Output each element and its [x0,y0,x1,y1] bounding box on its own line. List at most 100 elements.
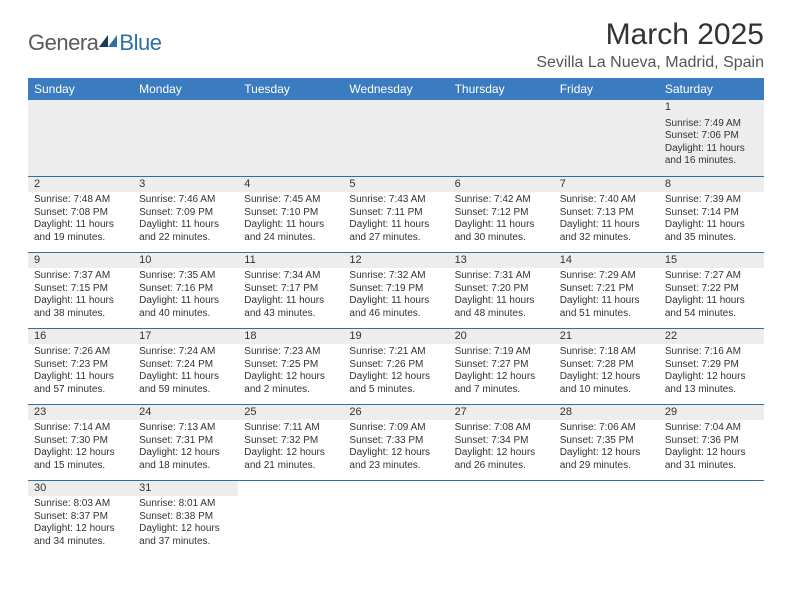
sunset-text: Sunset: 7:10 PM [244,207,337,220]
sunrise-text: Sunrise: 7:04 AM [665,422,758,435]
header: Genera Blue March 2025 Sevilla La Nueva,… [28,18,764,72]
day-number: 15 [659,253,764,269]
sunrise-text: Sunrise: 7:35 AM [139,270,232,283]
sunset-text: Sunset: 7:28 PM [560,359,653,372]
calendar-cell: 5Sunrise: 7:43 AMSunset: 7:11 PMDaylight… [343,176,448,252]
sunset-text: Sunset: 7:19 PM [349,283,442,296]
calendar-cell [554,100,659,176]
daylight-text: Daylight: 11 hours [139,295,232,308]
day-number: 2 [28,177,133,193]
calendar-row: 30Sunrise: 8:03 AMSunset: 8:37 PMDayligh… [28,480,764,556]
calendar-cell: 4Sunrise: 7:45 AMSunset: 7:10 PMDaylight… [238,176,343,252]
calendar-cell: 6Sunrise: 7:42 AMSunset: 7:12 PMDaylight… [449,176,554,252]
calendar-cell [238,480,343,556]
daylight-text: Daylight: 11 hours [34,219,127,232]
day-number: 1 [659,100,764,116]
calendar-cell: 11Sunrise: 7:34 AMSunset: 7:17 PMDayligh… [238,252,343,328]
calendar-cell [28,100,133,176]
sunset-text: Sunset: 7:34 PM [455,435,548,448]
sunrise-text: Sunrise: 7:16 AM [665,346,758,359]
calendar-cell: 28Sunrise: 7:06 AMSunset: 7:35 PMDayligh… [554,404,659,480]
daylight-text: and 30 minutes. [455,232,548,245]
day-header-row: Sunday Monday Tuesday Wednesday Thursday… [28,78,764,100]
day-number: 9 [28,253,133,269]
daylight-text: and 2 minutes. [244,384,337,397]
daylight-text: Daylight: 11 hours [139,219,232,232]
sunset-text: Sunset: 7:20 PM [455,283,548,296]
sunset-text: Sunset: 7:15 PM [34,283,127,296]
sunrise-text: Sunrise: 7:32 AM [349,270,442,283]
day-number: 3 [133,177,238,193]
daylight-text: and 15 minutes. [34,460,127,473]
day-header: Tuesday [238,78,343,100]
sunset-text: Sunset: 7:35 PM [560,435,653,448]
daylight-text: Daylight: 12 hours [34,447,127,460]
sunrise-text: Sunrise: 7:09 AM [349,422,442,435]
day-number: 8 [659,177,764,193]
title-block: March 2025 Sevilla La Nueva, Madrid, Spa… [536,18,764,72]
day-number: 27 [449,405,554,421]
logo-text-blue: Blue [119,30,161,56]
sunrise-text: Sunrise: 7:49 AM [665,118,758,131]
sunrise-text: Sunrise: 8:03 AM [34,498,127,511]
calendar-cell: 18Sunrise: 7:23 AMSunset: 7:25 PMDayligh… [238,328,343,404]
daylight-text: Daylight: 11 hours [34,295,127,308]
calendar-cell: 27Sunrise: 7:08 AMSunset: 7:34 PMDayligh… [449,404,554,480]
daylight-text: Daylight: 12 hours [560,447,653,460]
sunrise-text: Sunrise: 7:34 AM [244,270,337,283]
sunset-text: Sunset: 8:37 PM [34,511,127,524]
calendar-row: 16Sunrise: 7:26 AMSunset: 7:23 PMDayligh… [28,328,764,404]
daylight-text: Daylight: 11 hours [34,371,127,384]
sunrise-text: Sunrise: 8:01 AM [139,498,232,511]
calendar-cell: 20Sunrise: 7:19 AMSunset: 7:27 PMDayligh… [449,328,554,404]
sunset-text: Sunset: 7:06 PM [665,130,758,143]
calendar-cell: 7Sunrise: 7:40 AMSunset: 7:13 PMDaylight… [554,176,659,252]
calendar-cell: 26Sunrise: 7:09 AMSunset: 7:33 PMDayligh… [343,404,448,480]
daylight-text: Daylight: 11 hours [665,295,758,308]
calendar-cell: 29Sunrise: 7:04 AMSunset: 7:36 PMDayligh… [659,404,764,480]
daylight-text: Daylight: 12 hours [455,447,548,460]
sunrise-text: Sunrise: 7:39 AM [665,194,758,207]
day-header: Saturday [659,78,764,100]
day-number: 20 [449,329,554,345]
calendar-cell: 25Sunrise: 7:11 AMSunset: 7:32 PMDayligh… [238,404,343,480]
calendar-cell: 16Sunrise: 7:26 AMSunset: 7:23 PMDayligh… [28,328,133,404]
calendar-cell [343,100,448,176]
daylight-text: Daylight: 11 hours [665,143,758,156]
day-number: 12 [343,253,448,269]
sunrise-text: Sunrise: 7:23 AM [244,346,337,359]
day-number: 31 [133,481,238,497]
daylight-text: and 31 minutes. [665,460,758,473]
location-subtitle: Sevilla La Nueva, Madrid, Spain [536,54,764,72]
daylight-text: Daylight: 11 hours [349,219,442,232]
sunrise-text: Sunrise: 7:37 AM [34,270,127,283]
daylight-text: Daylight: 12 hours [560,371,653,384]
daylight-text: Daylight: 12 hours [665,371,758,384]
calendar-cell [554,480,659,556]
sunrise-text: Sunrise: 7:27 AM [665,270,758,283]
calendar-row: 23Sunrise: 7:14 AMSunset: 7:30 PMDayligh… [28,404,764,480]
sunrise-text: Sunrise: 7:14 AM [34,422,127,435]
daylight-text: and 23 minutes. [349,460,442,473]
sunset-text: Sunset: 7:21 PM [560,283,653,296]
daylight-text: and 29 minutes. [560,460,653,473]
daylight-text: Daylight: 12 hours [349,447,442,460]
day-number: 7 [554,177,659,193]
daylight-text: Daylight: 11 hours [455,219,548,232]
calendar-cell [238,100,343,176]
day-number: 16 [28,329,133,345]
day-header: Thursday [449,78,554,100]
calendar-table: Sunday Monday Tuesday Wednesday Thursday… [28,78,764,556]
sunset-text: Sunset: 7:27 PM [455,359,548,372]
sunrise-text: Sunrise: 7:31 AM [455,270,548,283]
sunrise-text: Sunrise: 7:19 AM [455,346,548,359]
day-header: Friday [554,78,659,100]
logo-flag-icon [99,33,117,54]
daylight-text: Daylight: 12 hours [139,523,232,536]
sunset-text: Sunset: 8:38 PM [139,511,232,524]
sunrise-text: Sunrise: 7:45 AM [244,194,337,207]
calendar-cell [659,480,764,556]
sunrise-text: Sunrise: 7:11 AM [244,422,337,435]
sunset-text: Sunset: 7:09 PM [139,207,232,220]
calendar-cell: 12Sunrise: 7:32 AMSunset: 7:19 PMDayligh… [343,252,448,328]
